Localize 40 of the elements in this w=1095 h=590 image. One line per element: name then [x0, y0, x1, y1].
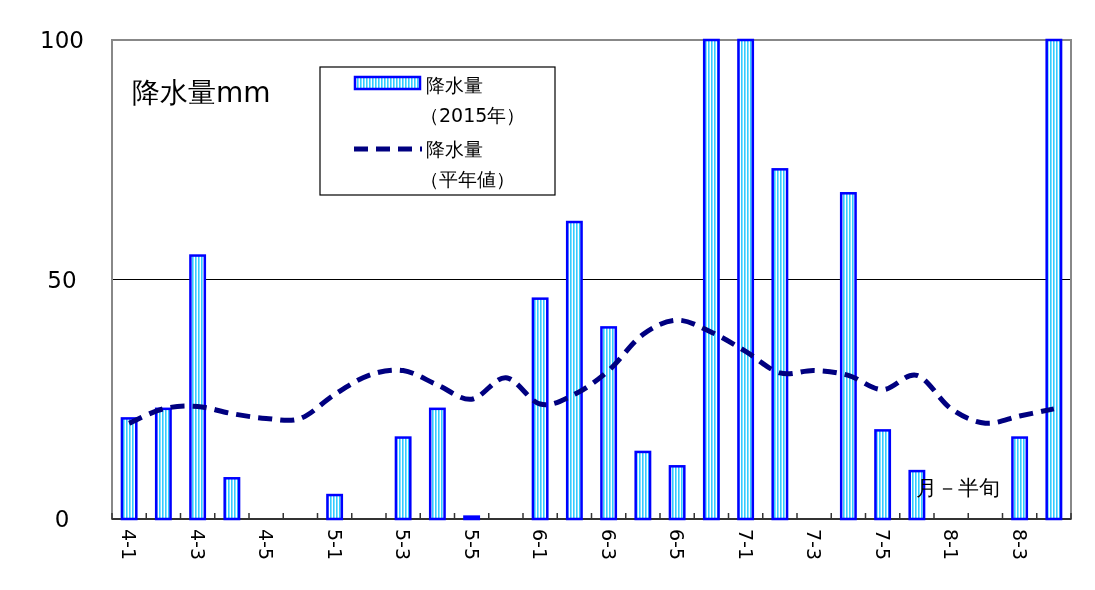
x-tick-label: 8-1: [940, 529, 963, 561]
bar: [154, 407, 172, 521]
bar: [771, 168, 789, 521]
y-tick-label: 50: [47, 266, 77, 293]
bar: [120, 417, 138, 521]
bar: [1011, 436, 1029, 521]
x-tick-label: 4-3: [186, 529, 209, 561]
bar: [702, 38, 720, 521]
bar: [326, 493, 344, 521]
x-tick-label: 7-1: [734, 529, 757, 561]
x-tick-label: 6-3: [597, 529, 620, 561]
x-tick-label: 4-5: [255, 529, 278, 561]
bar: [531, 297, 549, 521]
bar: [839, 192, 857, 521]
bar: [428, 407, 446, 521]
x-tick-label: 7-5: [871, 529, 894, 561]
y-axis-title: 降水量mm: [132, 76, 271, 109]
x-tick-label: 6-5: [666, 529, 689, 561]
x-tick-label: 4-1: [118, 529, 141, 561]
bar: [1045, 38, 1063, 521]
legend-label: 降水量（2015年）: [420, 74, 526, 126]
legend-label: 降水量（平年値）: [420, 138, 515, 190]
bar: [874, 429, 892, 521]
bar: [463, 515, 481, 521]
bar: [565, 220, 583, 521]
x-tick-label: 6-1: [529, 529, 552, 561]
bar: [189, 254, 207, 521]
x-tick-label: 7-3: [803, 529, 826, 561]
bar: [634, 450, 652, 521]
bar: [394, 436, 412, 521]
x-tick-label: 8-3: [1008, 529, 1031, 561]
x-tick-label: 5-5: [460, 529, 483, 561]
bar: [600, 326, 618, 521]
x-tick-label: 5-3: [392, 529, 415, 561]
bar: [668, 465, 686, 521]
y-tick-label: 0: [54, 506, 70, 532]
y-tick-label: 100: [40, 27, 84, 53]
bar: [223, 477, 241, 521]
bar: [737, 38, 755, 521]
x-tick-label: 5-1: [323, 529, 346, 561]
